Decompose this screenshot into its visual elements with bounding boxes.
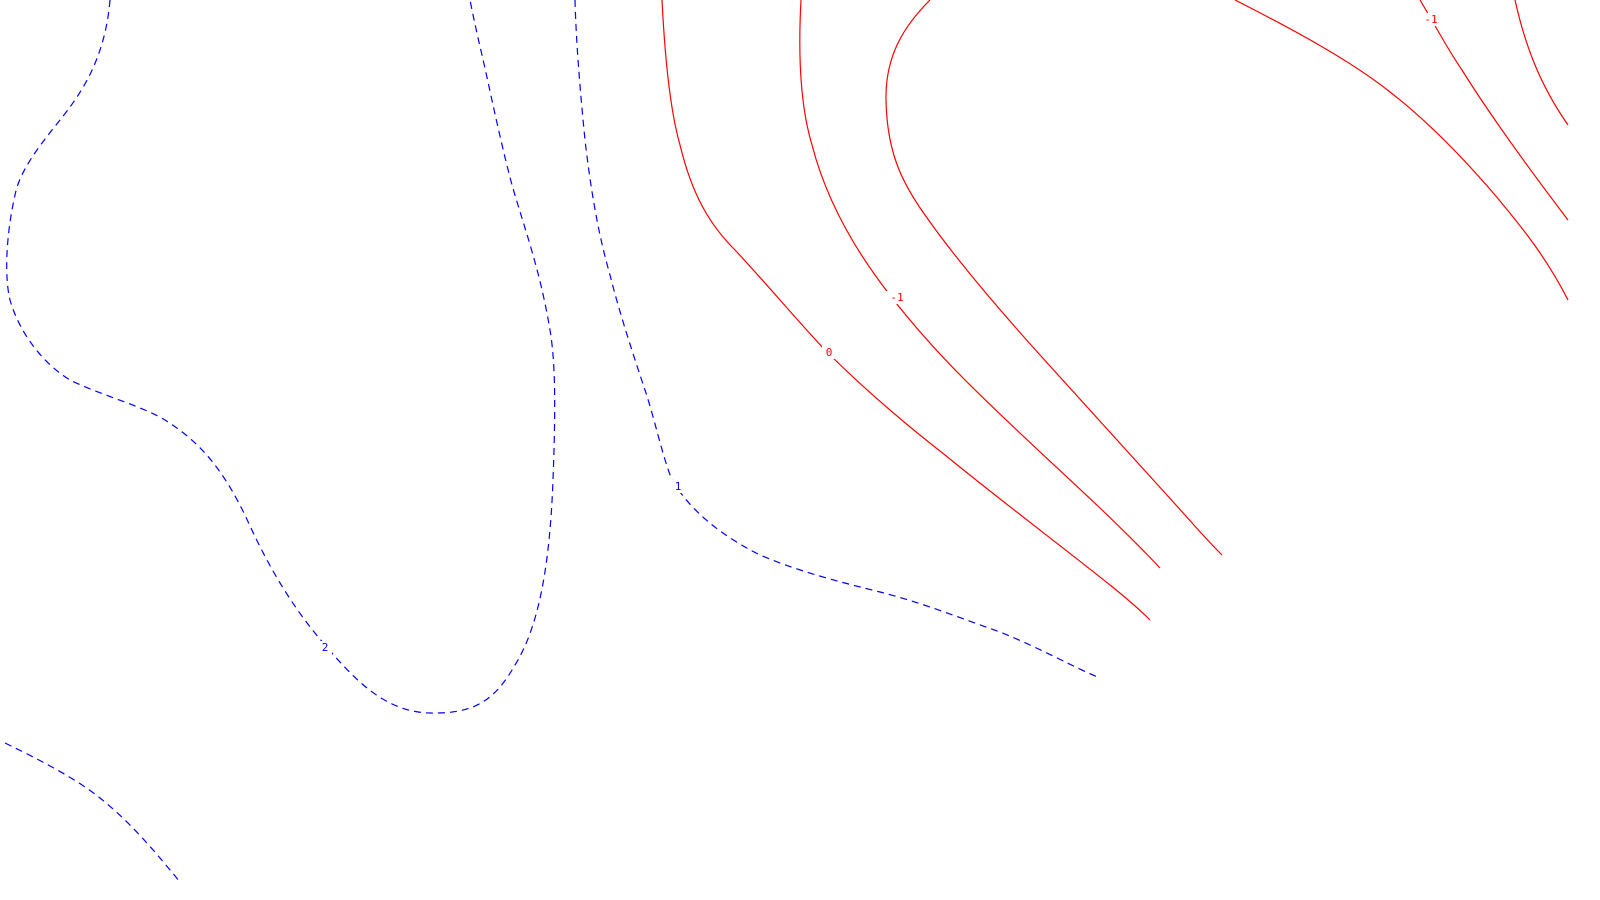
positive-contours: [4, 0, 1101, 883]
contour-bottom-left: [4, 742, 181, 883]
contour-1: [574, 0, 1101, 679]
contour-neg1-c: [1234, 0, 1569, 301]
label-level-2: 2: [322, 641, 329, 654]
label-level-neg1-mid: -1: [890, 291, 903, 304]
contour-left-1: [6, 0, 556, 714]
label-level-1: 1: [675, 480, 682, 493]
contour-right-edge: [1419, 0, 1569, 221]
negative-contours: [661, 0, 1569, 621]
label-level-neg1-top: -1: [1424, 13, 1437, 26]
contour-neg1-a: [799, 0, 1161, 569]
contour-labels: 2 1 0 -1 -1: [318, 13, 1441, 654]
label-level-0: 0: [826, 346, 833, 359]
contour-neg1-b: [885, 0, 1223, 556]
contour-right-edge-2: [1514, 0, 1569, 126]
contour-0: [661, 0, 1151, 621]
